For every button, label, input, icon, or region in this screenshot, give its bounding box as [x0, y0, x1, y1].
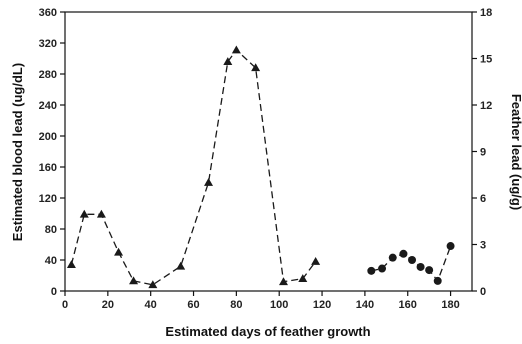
series-line	[70, 49, 317, 286]
y2-tick-label: 9	[480, 147, 486, 159]
y2-tick-label: 12	[480, 100, 492, 112]
triangle-point	[251, 63, 261, 72]
circle-point	[408, 256, 417, 264]
y2-axis-title: Feather lead (ug/g)	[509, 94, 522, 210]
circle-point	[425, 266, 434, 275]
x-axis-title: Estimated days of feather growth	[165, 324, 370, 339]
x-tick-label: 20	[102, 299, 114, 311]
y2-tick-label: 6	[480, 193, 486, 205]
circle-point	[378, 264, 387, 273]
x-tick-label: 120	[313, 299, 331, 311]
circle-point	[399, 249, 408, 258]
circle-point	[416, 262, 425, 271]
tick-group: 0 20 40 60 80 100 120 140 160 1800408012016020024…	[39, 7, 493, 311]
plot-frame	[64, 11, 473, 292]
y-tick-label: 360	[39, 7, 57, 19]
y2-tick-label: 15	[480, 54, 492, 66]
axes	[64, 11, 473, 292]
series-group	[66, 45, 455, 289]
triangle-point	[96, 209, 106, 218]
circle-point	[367, 266, 376, 275]
x-tick-label: 80	[230, 299, 242, 311]
triangle-point	[204, 178, 214, 186]
y-tick-label: 280	[39, 69, 57, 81]
x-tick-label: 0	[62, 299, 68, 311]
x-tick-label: 180	[441, 299, 459, 311]
triangle-point	[66, 260, 76, 269]
triangle-point	[298, 274, 308, 282]
y-tick-label: 40	[45, 255, 57, 267]
x-tick-label: 160	[399, 299, 417, 311]
y-tick-label: 120	[39, 193, 57, 205]
circle-point	[388, 253, 397, 262]
circle-point	[433, 276, 442, 285]
x-tick-label: 140	[356, 299, 374, 311]
triangle-point	[148, 280, 158, 289]
triangle-point	[231, 45, 241, 54]
triangle-point	[311, 257, 321, 265]
y-axis-title: Estimated blood lead (ug/dL)	[10, 63, 25, 241]
y2-tick-label: 3	[480, 240, 486, 252]
y2-tick-label: 0	[480, 286, 486, 298]
y2-tick-label: 18	[480, 7, 492, 19]
y-tick-label: 320	[39, 38, 57, 50]
x-tick-label: 40	[145, 299, 157, 311]
triangle-point	[278, 277, 288, 286]
y-tick-label: 240	[39, 100, 57, 112]
triangle-point	[129, 276, 139, 285]
x-tick-label: 100	[270, 299, 288, 311]
y-tick-label: 80	[45, 224, 57, 236]
y-tick-label: 0	[51, 286, 57, 298]
triangle-point	[223, 57, 233, 65]
triangle-point	[176, 261, 186, 270]
triangle-point	[79, 209, 89, 218]
triangle-point	[114, 247, 124, 256]
circle-point	[446, 242, 455, 251]
y-tick-label: 200	[39, 131, 57, 143]
x-tick-label: 60	[187, 299, 199, 311]
y-tick-label: 160	[39, 162, 57, 174]
